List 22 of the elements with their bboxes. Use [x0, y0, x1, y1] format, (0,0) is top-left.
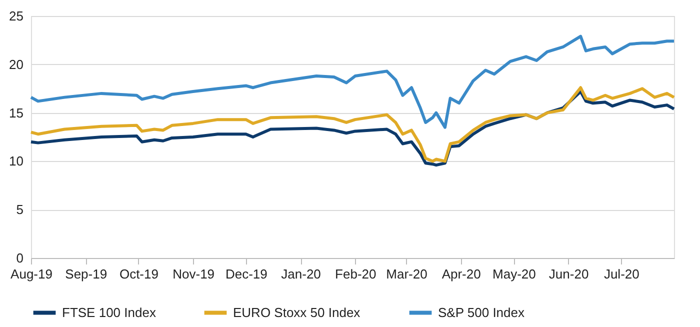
- x-tick-label: May-20: [492, 266, 536, 282]
- y-tick-label: 15: [9, 105, 24, 120]
- legend-label: EURO Stoxx 50 Index: [233, 304, 361, 320]
- x-tick-label: Dec-19: [225, 266, 268, 282]
- x-tick-label: Aug-19: [10, 266, 52, 282]
- x-tick-label: Feb-20: [335, 266, 376, 282]
- x-tick-label: Apr-20: [442, 266, 481, 282]
- x-tick-label: Jun-20: [548, 266, 589, 282]
- y-tick-label: 5: [16, 202, 24, 218]
- x-tick-label: Sep-19: [65, 266, 108, 282]
- y-tick-label: 0: [16, 250, 24, 266]
- y-tick-label: 10: [9, 154, 24, 169]
- y-tick-label: 25: [9, 8, 24, 24]
- y-tick-label: 20: [9, 56, 24, 72]
- line-series: [30, 34, 676, 129]
- x-tick-label: Jul-20: [604, 266, 640, 282]
- x-tick-label: Nov-19: [172, 266, 215, 282]
- x-tick-label: Oct-19: [119, 266, 158, 282]
- x-tick-label: Jan-20: [281, 266, 321, 282]
- x-tick-label: Mar-20: [386, 266, 428, 282]
- legend-label: FTSE 100 Index: [62, 304, 156, 320]
- legend-label: S&P 500 Index: [438, 304, 525, 320]
